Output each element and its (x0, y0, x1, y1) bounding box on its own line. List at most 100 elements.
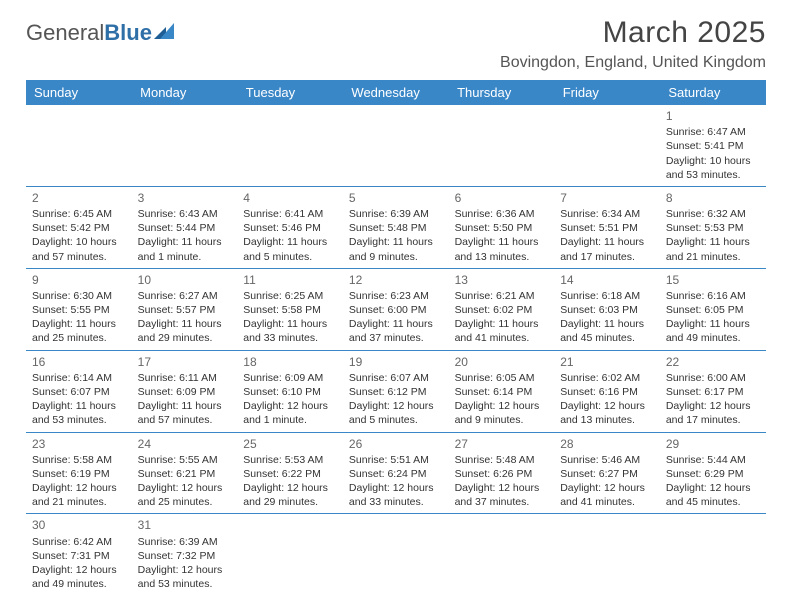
sunset-text: Sunset: 5:50 PM (455, 221, 549, 235)
sunrise-text: Sunrise: 5:44 AM (666, 453, 760, 467)
day-number: 13 (455, 272, 549, 288)
dayname-header: Friday (554, 80, 660, 105)
calendar-table: SundayMondayTuesdayWednesdayThursdayFrid… (26, 80, 766, 595)
daylight-text: Daylight: 11 hours and 41 minutes. (455, 317, 549, 345)
calendar-cell (554, 514, 660, 595)
dayname-header: Tuesday (237, 80, 343, 105)
sunset-text: Sunset: 6:05 PM (666, 303, 760, 317)
sunrise-text: Sunrise: 6:43 AM (138, 207, 232, 221)
sunrise-text: Sunrise: 6:09 AM (243, 371, 337, 385)
calendar-cell: 16Sunrise: 6:14 AMSunset: 6:07 PMDayligh… (26, 350, 132, 432)
day-number: 27 (455, 436, 549, 452)
daylight-text: Daylight: 11 hours and 5 minutes. (243, 235, 337, 263)
calendar-cell: 22Sunrise: 6:00 AMSunset: 6:17 PMDayligh… (660, 350, 766, 432)
daylight-text: Daylight: 12 hours and 49 minutes. (32, 563, 126, 591)
calendar-cell: 2Sunrise: 6:45 AMSunset: 5:42 PMDaylight… (26, 186, 132, 268)
calendar-cell: 8Sunrise: 6:32 AMSunset: 5:53 PMDaylight… (660, 186, 766, 268)
day-number: 4 (243, 190, 337, 206)
location: Bovingdon, England, United Kingdom (500, 54, 766, 72)
sunset-text: Sunset: 6:29 PM (666, 467, 760, 481)
sunrise-text: Sunrise: 5:55 AM (138, 453, 232, 467)
calendar-cell: 21Sunrise: 6:02 AMSunset: 6:16 PMDayligh… (554, 350, 660, 432)
day-number: 11 (243, 272, 337, 288)
month-title: March 2025 (500, 16, 766, 50)
sunset-text: Sunset: 5:51 PM (560, 221, 654, 235)
sunrise-text: Sunrise: 6:21 AM (455, 289, 549, 303)
sunset-text: Sunset: 5:53 PM (666, 221, 760, 235)
sunrise-text: Sunrise: 6:47 AM (666, 125, 760, 139)
calendar-body: 1Sunrise: 6:47 AMSunset: 5:41 PMDaylight… (26, 105, 766, 595)
brand-part1: General (26, 20, 104, 46)
calendar-cell (26, 105, 132, 186)
day-number: 10 (138, 272, 232, 288)
calendar-cell (343, 514, 449, 595)
sunset-text: Sunset: 5:48 PM (349, 221, 443, 235)
sunrise-text: Sunrise: 6:42 AM (32, 535, 126, 549)
daylight-text: Daylight: 11 hours and 53 minutes. (32, 399, 126, 427)
calendar-cell: 5Sunrise: 6:39 AMSunset: 5:48 PMDaylight… (343, 186, 449, 268)
day-number: 12 (349, 272, 443, 288)
calendar-cell: 18Sunrise: 6:09 AMSunset: 6:10 PMDayligh… (237, 350, 343, 432)
daylight-text: Daylight: 12 hours and 29 minutes. (243, 481, 337, 509)
sunset-text: Sunset: 6:02 PM (455, 303, 549, 317)
calendar-cell (449, 514, 555, 595)
calendar-cell: 15Sunrise: 6:16 AMSunset: 6:05 PMDayligh… (660, 268, 766, 350)
sunset-text: Sunset: 5:42 PM (32, 221, 126, 235)
dayname-header: Monday (132, 80, 238, 105)
dayname-header: Thursday (449, 80, 555, 105)
calendar-week: 2Sunrise: 6:45 AMSunset: 5:42 PMDaylight… (26, 186, 766, 268)
sunset-text: Sunset: 7:31 PM (32, 549, 126, 563)
calendar-cell (237, 514, 343, 595)
sunset-text: Sunset: 6:21 PM (138, 467, 232, 481)
daylight-text: Daylight: 11 hours and 57 minutes. (138, 399, 232, 427)
day-number: 18 (243, 354, 337, 370)
calendar-cell: 14Sunrise: 6:18 AMSunset: 6:03 PMDayligh… (554, 268, 660, 350)
day-number: 3 (138, 190, 232, 206)
sunrise-text: Sunrise: 6:16 AM (666, 289, 760, 303)
sunset-text: Sunset: 6:26 PM (455, 467, 549, 481)
day-number: 24 (138, 436, 232, 452)
sunrise-text: Sunrise: 6:05 AM (455, 371, 549, 385)
calendar-cell: 29Sunrise: 5:44 AMSunset: 6:29 PMDayligh… (660, 432, 766, 514)
daylight-text: Daylight: 12 hours and 45 minutes. (666, 481, 760, 509)
daylight-text: Daylight: 12 hours and 53 minutes. (138, 563, 232, 591)
sunrise-text: Sunrise: 6:02 AM (560, 371, 654, 385)
sunrise-text: Sunrise: 6:30 AM (32, 289, 126, 303)
daylight-text: Daylight: 11 hours and 17 minutes. (560, 235, 654, 263)
daylight-text: Daylight: 12 hours and 25 minutes. (138, 481, 232, 509)
day-number: 25 (243, 436, 337, 452)
sunrise-text: Sunrise: 6:41 AM (243, 207, 337, 221)
brand-logo: GeneralBlue (26, 16, 174, 46)
sunrise-text: Sunrise: 6:34 AM (560, 207, 654, 221)
calendar-cell: 24Sunrise: 5:55 AMSunset: 6:21 PMDayligh… (132, 432, 238, 514)
day-number: 31 (138, 517, 232, 533)
daylight-text: Daylight: 11 hours and 21 minutes. (666, 235, 760, 263)
day-number: 8 (666, 190, 760, 206)
calendar-week: 1Sunrise: 6:47 AMSunset: 5:41 PMDaylight… (26, 105, 766, 186)
calendar-cell: 11Sunrise: 6:25 AMSunset: 5:58 PMDayligh… (237, 268, 343, 350)
calendar-cell: 25Sunrise: 5:53 AMSunset: 6:22 PMDayligh… (237, 432, 343, 514)
calendar-week: 30Sunrise: 6:42 AMSunset: 7:31 PMDayligh… (26, 514, 766, 595)
daylight-text: Daylight: 11 hours and 49 minutes. (666, 317, 760, 345)
daylight-text: Daylight: 12 hours and 1 minute. (243, 399, 337, 427)
sunset-text: Sunset: 6:10 PM (243, 385, 337, 399)
sunset-text: Sunset: 6:27 PM (560, 467, 654, 481)
calendar-cell: 30 Sunrise: 6:42 AMSunset: 7:31 PMDayligh… (26, 514, 132, 595)
day-number: 26 (349, 436, 443, 452)
calendar-cell: 4Sunrise: 6:41 AMSunset: 5:46 PMDaylight… (237, 186, 343, 268)
daylight-text: Daylight: 11 hours and 37 minutes. (349, 317, 443, 345)
sunrise-text: Sunrise: 5:51 AM (349, 453, 443, 467)
calendar-cell: 6Sunrise: 6:36 AMSunset: 5:50 PMDaylight… (449, 186, 555, 268)
daylight-text: Daylight: 11 hours and 29 minutes. (138, 317, 232, 345)
calendar-cell: 19Sunrise: 6:07 AMSunset: 6:12 PMDayligh… (343, 350, 449, 432)
day-number: 30 (32, 517, 126, 533)
day-number: 6 (455, 190, 549, 206)
day-number: 22 (666, 354, 760, 370)
daylight-text: Daylight: 12 hours and 5 minutes. (349, 399, 443, 427)
calendar-cell (660, 514, 766, 595)
daylight-text: Daylight: 12 hours and 33 minutes. (349, 481, 443, 509)
sunset-text: Sunset: 5:58 PM (243, 303, 337, 317)
sunrise-text: Sunrise: 6:45 AM (32, 207, 126, 221)
calendar-cell: 27Sunrise: 5:48 AMSunset: 6:26 PMDayligh… (449, 432, 555, 514)
calendar-cell: 26Sunrise: 5:51 AMSunset: 6:24 PMDayligh… (343, 432, 449, 514)
